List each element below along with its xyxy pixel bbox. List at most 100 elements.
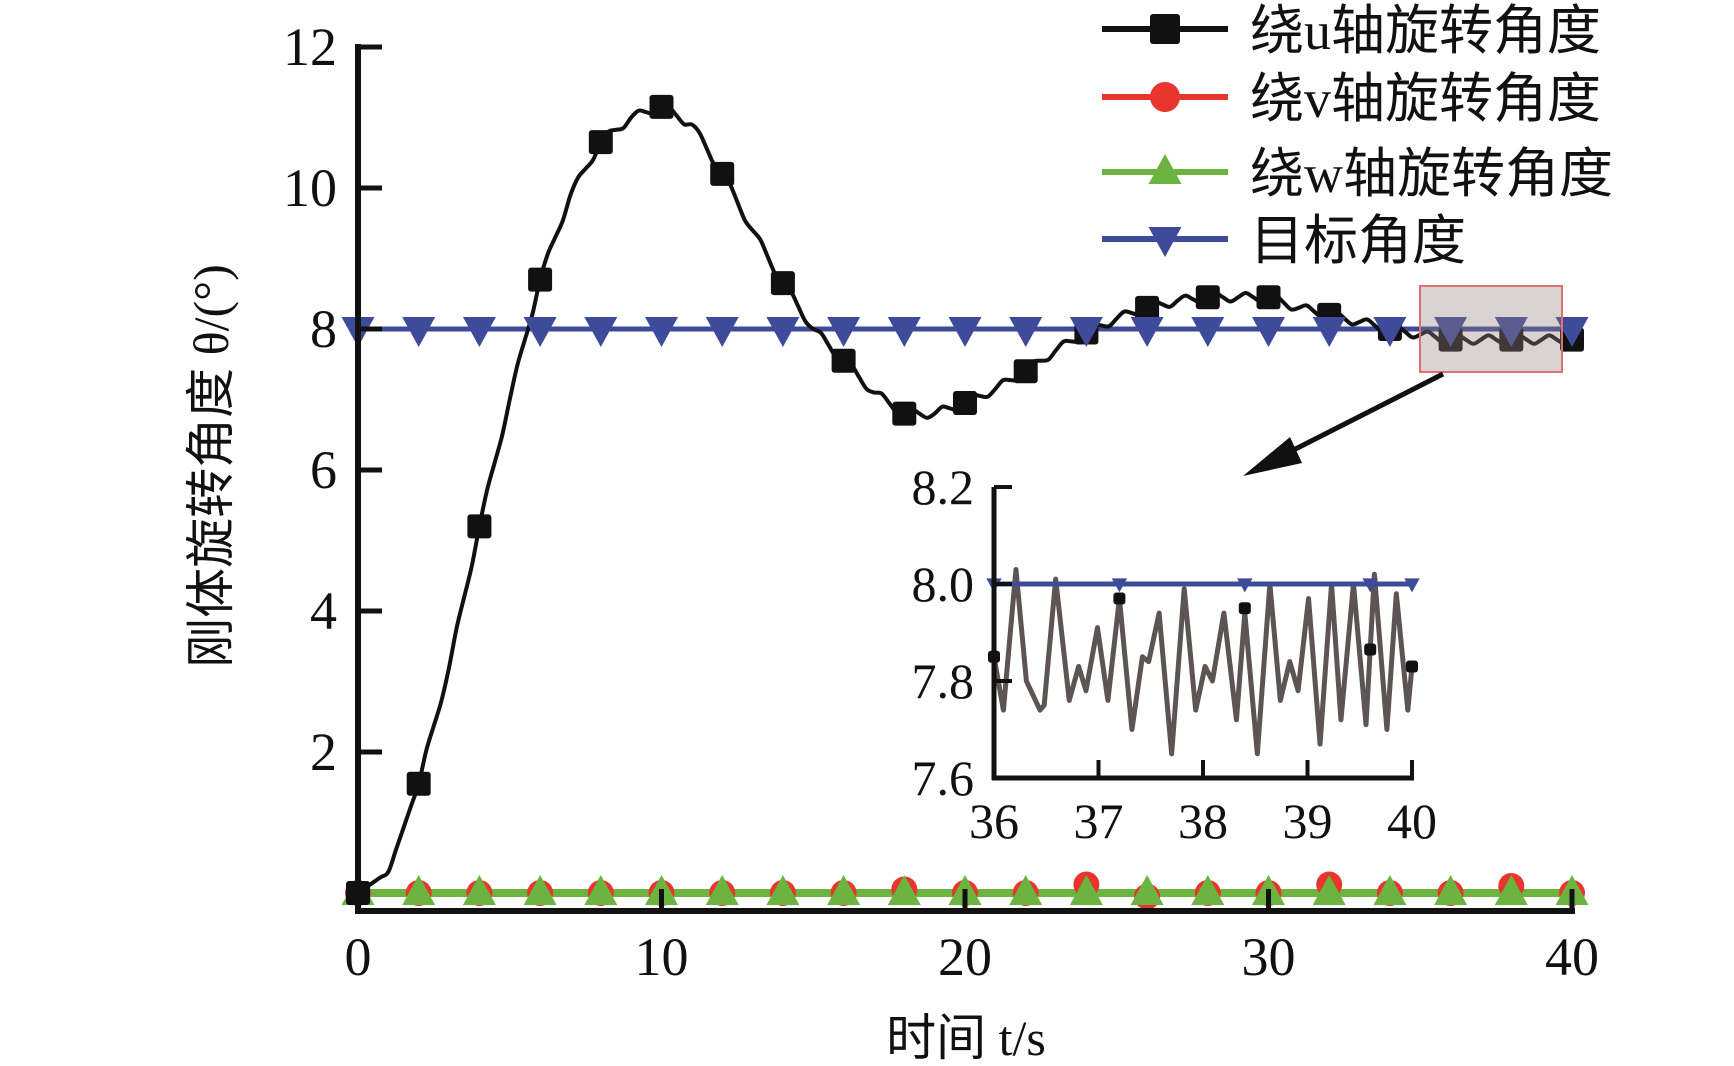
target-marker bbox=[1009, 317, 1043, 347]
inset-x-tick-label: 38 bbox=[1178, 793, 1228, 849]
inset-y-tick-label: 8.0 bbox=[912, 556, 975, 612]
inset-u-marker bbox=[1406, 660, 1418, 673]
y-axis-label: 刚体旋转角度 θ/(°) bbox=[183, 264, 239, 668]
inset-x-tick-label: 37 bbox=[1074, 793, 1124, 849]
target-marker bbox=[766, 317, 800, 347]
target-marker bbox=[1494, 317, 1528, 347]
inset-u-marker bbox=[1113, 592, 1126, 605]
w-marker bbox=[1434, 875, 1468, 905]
main-axes: 2 4 6 8 10 12 0 10 20 30 40 bbox=[283, 17, 1599, 987]
w-marker bbox=[462, 875, 496, 905]
inset-target-marker bbox=[1362, 578, 1378, 593]
x-tick-label: 30 bbox=[1242, 927, 1296, 987]
inset-u-marker bbox=[1238, 602, 1251, 615]
target-marker bbox=[523, 317, 557, 347]
u-marker bbox=[770, 271, 795, 296]
inset-y-tick-label: 7.6 bbox=[912, 750, 975, 806]
legend-label: 目标角度 bbox=[1250, 211, 1466, 271]
target-marker bbox=[1373, 317, 1407, 347]
u-marker bbox=[831, 348, 856, 373]
y-tick-label: 8 bbox=[310, 299, 337, 359]
inset-u-marker bbox=[1364, 643, 1377, 656]
w-marker bbox=[1373, 875, 1407, 905]
zoom-region-rect bbox=[1419, 285, 1563, 373]
u-marker bbox=[528, 267, 553, 292]
target-marker bbox=[1069, 317, 1103, 347]
legend-marker bbox=[1148, 154, 1182, 184]
legend-marker bbox=[1148, 227, 1182, 257]
u-marker bbox=[649, 94, 674, 119]
target-marker bbox=[1312, 317, 1346, 347]
y-tick-label: 6 bbox=[310, 440, 337, 500]
u-marker bbox=[710, 161, 735, 186]
w-marker bbox=[827, 875, 861, 905]
u-marker bbox=[1135, 295, 1160, 320]
legend-marker bbox=[1150, 14, 1180, 44]
target-marker bbox=[402, 317, 436, 347]
w-marker bbox=[1069, 875, 1103, 905]
legend-label: 绕v轴旋转角度 bbox=[1250, 69, 1601, 129]
inset-plot: 7.6 7.8 8.0 8.2 36 37 38 39 40 bbox=[912, 459, 1438, 849]
u-marker bbox=[467, 514, 492, 539]
x-axis-label: 时间 t/s bbox=[886, 1010, 1046, 1066]
inset-target-marker bbox=[1404, 578, 1420, 593]
y-tick-label: 2 bbox=[310, 722, 337, 782]
w-marker bbox=[523, 875, 557, 905]
target-marker bbox=[1434, 317, 1468, 347]
legend-label: 绕u轴旋转角度 bbox=[1250, 1, 1601, 61]
inset-x-tick-label: 39 bbox=[1283, 793, 1333, 849]
target-marker bbox=[1555, 317, 1589, 347]
w-marker bbox=[402, 875, 436, 905]
legend-item: 绕u轴旋转角度 bbox=[1102, 1, 1601, 61]
target-marker bbox=[887, 317, 921, 347]
u-marker bbox=[1013, 359, 1038, 384]
target-marker bbox=[1191, 317, 1225, 347]
u-marker bbox=[892, 401, 917, 426]
target-marker bbox=[1130, 317, 1164, 347]
legend-item: 目标角度 bbox=[1102, 211, 1466, 271]
inset-y-tick-label: 8.2 bbox=[912, 459, 975, 515]
inset-u-line bbox=[991, 566, 1415, 757]
target-marker bbox=[645, 317, 678, 347]
target-marker bbox=[948, 317, 982, 347]
legend-item: 绕w轴旋转角度 bbox=[1102, 144, 1613, 204]
legend-label: 绕w轴旋转角度 bbox=[1250, 144, 1613, 204]
y-tick-label: 10 bbox=[283, 158, 337, 218]
x-tick-label: 40 bbox=[1545, 927, 1599, 987]
w-marker bbox=[1494, 875, 1528, 905]
legend-marker bbox=[1150, 82, 1180, 112]
w-marker bbox=[1191, 875, 1225, 905]
inset-x-tick-label: 36 bbox=[969, 793, 1019, 849]
target-marker bbox=[705, 317, 739, 347]
w-marker bbox=[1312, 875, 1346, 905]
zoom-arrow-head bbox=[1243, 437, 1302, 476]
u-marker bbox=[406, 771, 431, 796]
y-tick-label: 12 bbox=[283, 17, 337, 77]
u-marker bbox=[1195, 285, 1220, 310]
inset-target-marker bbox=[1111, 578, 1128, 593]
legend-item: 绕v轴旋转角度 bbox=[1102, 69, 1601, 129]
zoom-arrow-line bbox=[1266, 371, 1445, 466]
w-marker bbox=[887, 875, 921, 905]
x-tick-label: 20 bbox=[938, 927, 992, 987]
target-marker bbox=[827, 317, 861, 347]
target-marker bbox=[1252, 317, 1285, 347]
w-marker bbox=[766, 875, 800, 905]
u-marker bbox=[588, 130, 613, 155]
x-tick-label: 10 bbox=[635, 927, 689, 987]
w-marker bbox=[1009, 875, 1043, 905]
inset-x-tick-label: 40 bbox=[1387, 793, 1437, 849]
w-marker bbox=[705, 875, 739, 905]
w-marker bbox=[1130, 875, 1164, 905]
u-marker bbox=[1256, 285, 1281, 310]
target-marker bbox=[462, 317, 496, 347]
target-marker bbox=[584, 317, 618, 347]
inset-target-marker bbox=[1237, 578, 1253, 593]
u-marker bbox=[953, 391, 977, 416]
x-tick-label: 0 bbox=[345, 927, 372, 987]
w-marker bbox=[584, 875, 618, 905]
inset-y-tick-label: 7.8 bbox=[912, 653, 975, 709]
zoom-region-box bbox=[1243, 285, 1563, 476]
